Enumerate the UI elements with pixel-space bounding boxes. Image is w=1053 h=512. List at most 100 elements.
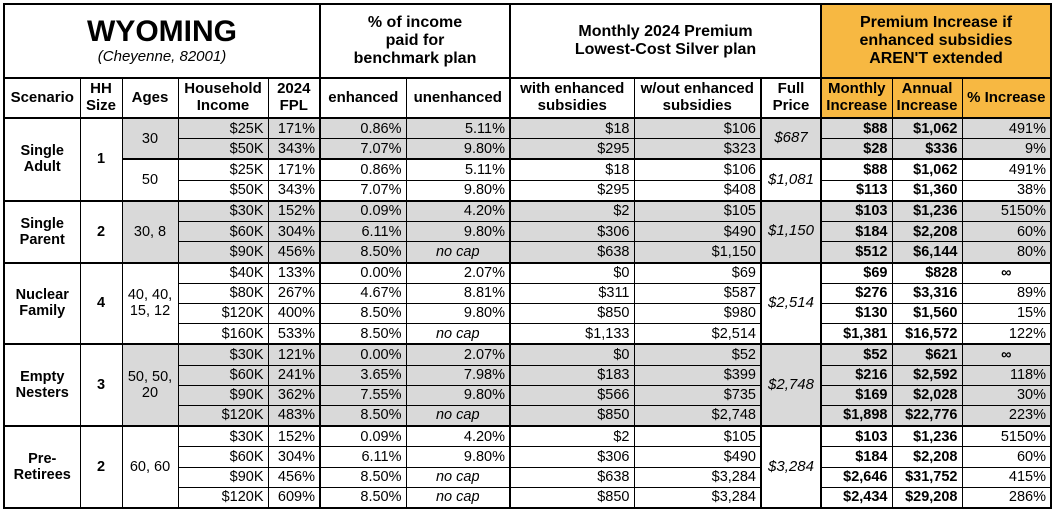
without-subsidies-cell: $490 (633, 446, 762, 468)
with-subsidies-cell: $306 (509, 221, 635, 243)
scenario-cell: Nuclear Family (3, 261, 81, 345)
pct-increase-cell: 30% (961, 384, 1052, 406)
enhanced-pct-cell: 7.07% (319, 179, 407, 202)
hh-size-cell: 2 (79, 199, 123, 264)
enhanced-pct-cell: 8.50% (319, 486, 407, 509)
income-cell: $90K (177, 384, 269, 406)
pct-increase-cell: 80% (961, 241, 1052, 264)
pct-increase-cell: 286% (961, 486, 1052, 509)
annual-increase-cell: $22,776 (891, 404, 963, 427)
monthly-increase-cell: $184 (820, 446, 893, 468)
hh-size-cell: 3 (79, 343, 123, 427)
monthly-increase-cell: $169 (820, 384, 893, 406)
unenhanced-pct-cell: no cap (405, 241, 511, 264)
annual-increase-cell: $2,592 (891, 364, 963, 386)
pct-increase-cell: 38% (961, 179, 1052, 202)
unenhanced-pct-cell: no cap (405, 466, 511, 488)
unenhanced-pct-cell: 9.80% (405, 138, 511, 160)
ages-cell: 40, 40, 15, 12 (121, 261, 179, 345)
with-subsidies-cell: $638 (509, 241, 635, 264)
pct-increase-cell: ∞ (961, 261, 1052, 284)
monthly-increase-cell: $184 (820, 221, 893, 243)
fpl-cell: 152% (267, 425, 321, 448)
enhanced-pct-cell: 6.11% (319, 446, 407, 468)
pct-increase-cell: 5150% (961, 199, 1052, 223)
without-subsidies-cell: $587 (633, 282, 762, 304)
annual-increase-cell: $828 (891, 261, 963, 284)
without-subsidies-cell: $106 (633, 158, 762, 181)
col-header-monthly-increase: Monthly Increase (820, 77, 893, 119)
state-location: (Cheyenne, 82001) (97, 48, 227, 66)
with-subsidies-cell: $0 (509, 261, 635, 284)
with-subsidies-cell: $850 (509, 404, 635, 427)
pct-increase-cell: 15% (961, 302, 1052, 325)
scenario-cell: Pre-Retirees (3, 425, 81, 509)
annual-increase-cell: $1,236 (891, 425, 963, 448)
income-cell: $90K (177, 466, 269, 488)
without-subsidies-cell: $399 (633, 364, 762, 386)
annual-increase-cell: $16,572 (891, 323, 963, 345)
ages-cell: 50 (121, 158, 179, 202)
without-subsidies-cell: $2,748 (633, 404, 762, 427)
without-subsidies-cell: $1,150 (633, 241, 762, 264)
unenhanced-pct-cell: 8.81% (405, 282, 511, 304)
increase-group-header: Premium Increase if enhanced subsidies A… (819, 3, 1052, 79)
fpl-cell: 171% (267, 117, 321, 140)
annual-increase-cell: $1,236 (891, 199, 963, 223)
with-subsidies-cell: $850 (509, 302, 635, 325)
with-subsidies-cell: $2 (509, 199, 635, 223)
monthly-increase-cell: $130 (820, 302, 893, 325)
table-row: $120K 483% 8.50% no cap $850 $2,748 $1,898 $22,… (4, 404, 1052, 427)
table-row: 50 $25K 171% 0.86% 5.11% $18 $106 $1,081 $88 $1,0… (4, 158, 1052, 202)
annual-increase-cell: $2,208 (891, 446, 963, 468)
with-subsidies-cell: $1,133 (509, 323, 635, 345)
monthly-increase-cell: $1,381 (820, 323, 893, 345)
without-subsidies-cell: $980 (633, 302, 762, 325)
pct-increase-cell: 60% (961, 221, 1052, 243)
fpl-cell: 121% (267, 343, 321, 366)
annual-increase-cell: $2,208 (891, 221, 963, 243)
monthly-increase-cell: $2,646 (820, 466, 893, 488)
table-row: $120K 400% 8.50% 9.80% $850 $980 $130 $1,560 15% (4, 302, 1052, 325)
col-header-pct-increase: % Increase (961, 77, 1052, 119)
table-row: Empty Nesters 3 50, 50, 20 $30K 121% 0.00% 2.0… (3, 343, 1052, 427)
monthly-increase-cell: $88 (820, 158, 893, 181)
income-cell: $160K (177, 323, 269, 345)
scenario-cell: Single Parent (3, 199, 81, 264)
with-subsidies-cell: $183 (509, 364, 635, 386)
without-subsidies-cell: $323 (633, 138, 762, 160)
monthly-increase-cell: $52 (820, 343, 893, 366)
col-header-hh-size: HH Size (79, 77, 123, 119)
without-subsidies-cell: $105 (633, 425, 762, 448)
enhanced-pct-cell: 7.07% (319, 138, 407, 160)
premium-comparison-table: WYOMING (Cheyenne, 82001) % of income pa… (3, 3, 1053, 509)
pct-increase-cell: 491% (961, 117, 1052, 140)
income-cell: $90K (177, 241, 269, 264)
fpl-cell: 400% (267, 302, 321, 325)
fpl-cell: 241% (267, 364, 321, 386)
without-subsidies-cell: $3,284 (633, 486, 762, 509)
unenhanced-pct-cell: no cap (405, 323, 511, 345)
without-subsidies-cell: $3,284 (633, 466, 762, 488)
income-cell: $60K (177, 221, 269, 243)
hh-size-cell: 1 (79, 117, 123, 202)
unenhanced-pct-cell: 2.07% (405, 343, 511, 366)
monthly-increase-cell: $103 (820, 199, 893, 223)
enhanced-pct-cell: 0.86% (319, 158, 407, 181)
with-subsidies-cell: $306 (509, 446, 635, 468)
ages-cell: 60, 60 (121, 425, 179, 509)
unenhanced-pct-cell: no cap (405, 486, 511, 509)
fpl-cell: 152% (267, 199, 321, 223)
fpl-cell: 456% (267, 241, 321, 264)
annual-increase-cell: $2,028 (891, 384, 963, 406)
ages-cell: 30, 8 (121, 199, 179, 264)
enhanced-pct-cell: 8.50% (319, 323, 407, 345)
pct-increase-cell: 122% (961, 323, 1052, 345)
income-cell: $60K (177, 446, 269, 468)
fpl-cell: 533% (267, 323, 321, 345)
enhanced-pct-cell: 8.50% (319, 241, 407, 264)
unenhanced-pct-cell: 5.11% (405, 158, 511, 181)
annual-increase-cell: $29,208 (891, 486, 963, 509)
fpl-cell: 343% (267, 179, 321, 202)
hh-size-cell: 4 (79, 261, 123, 345)
